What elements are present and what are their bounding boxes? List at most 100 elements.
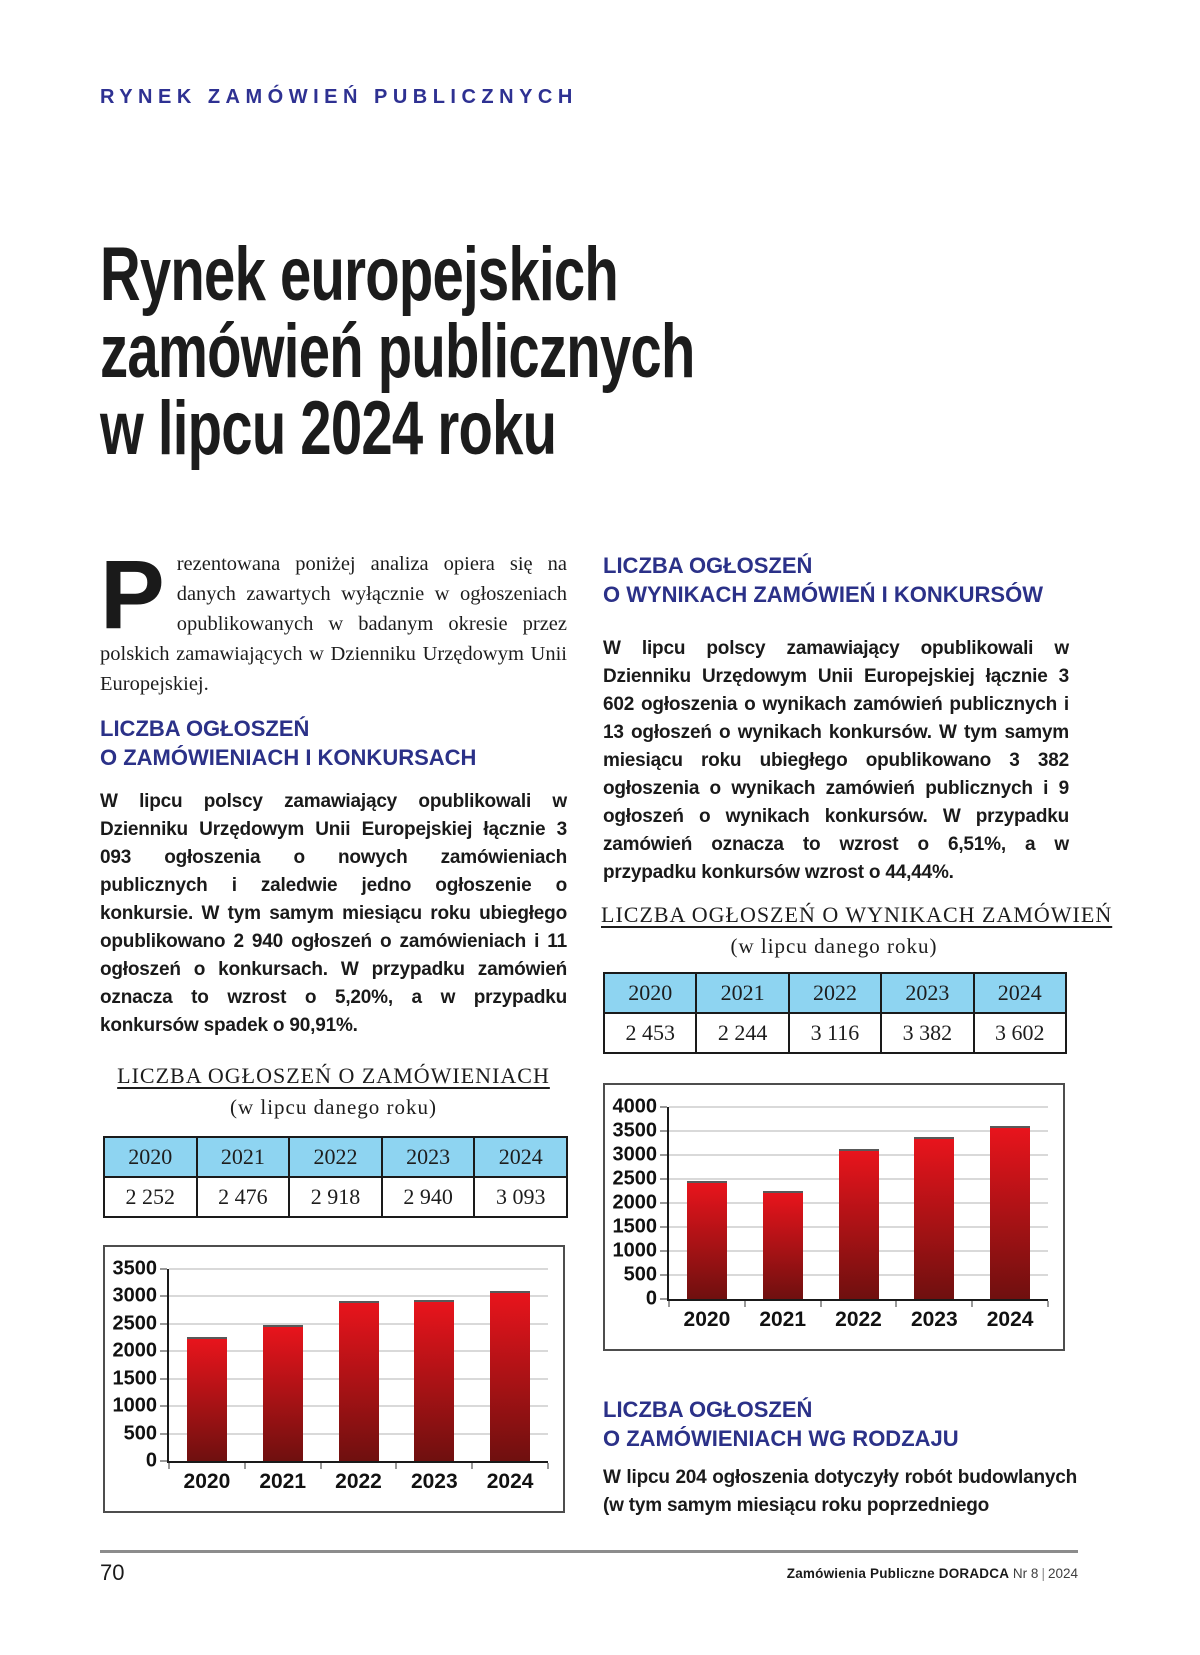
y-axis-tick (660, 1298, 667, 1300)
section-body-wg-rodzaju: W lipcu 204 ogłoszenia dotyczyły robót b… (603, 1467, 1077, 1516)
year-cell: 2020 (103, 1136, 198, 1178)
y-axis-label: 0 (145, 1449, 157, 1472)
table-value-row: 2 453 2 244 3 116 3 382 3 602 (602, 1012, 1068, 1054)
y-axis-tick (660, 1274, 667, 1276)
y-axis-label: 2000 (612, 1191, 658, 1214)
y-axis-tick (160, 1433, 167, 1435)
value-cell: 2 244 (695, 1012, 790, 1054)
y-axis-label: 3500 (612, 1119, 658, 1142)
section-heading-line: O ZAMÓWIENIACH I KONKURSACH (100, 745, 477, 770)
table-subtitle-zamowienia: (w lipcu danego roku) (229, 1095, 438, 1119)
y-axis-tick (160, 1350, 167, 1352)
y-axis-tick (660, 1226, 667, 1228)
gridline (669, 1106, 1048, 1108)
year-cell: 2023 (880, 972, 975, 1014)
y-axis-label: 1500 (612, 1215, 658, 1238)
value-cell: 3 382 (880, 1012, 975, 1054)
table-wyniki: 2020 2021 2022 2023 2024 2 453 2 244 3 1… (602, 972, 1068, 1054)
y-axis-tick (160, 1378, 167, 1380)
year-cell: 2021 (195, 1136, 291, 1178)
bar-2024 (490, 1291, 531, 1461)
footer-rule (100, 1550, 1078, 1553)
plot-area: 0 500 1000 1500 2000 2500 3000 3500 4000 2020 2021… (613, 1096, 1049, 1331)
y-axis-label: 3500 (112, 1257, 158, 1280)
article-title-line-3: w lipcu 2024 roku (100, 386, 557, 471)
y-axis-tick (160, 1405, 167, 1407)
y-axis-label: 0 (645, 1287, 657, 1310)
article-title: Rynek europejskich zamówień publicznych … (100, 236, 695, 467)
y-axis-tick (160, 1460, 167, 1462)
y-axis-label: 4000 (612, 1095, 658, 1118)
issue-number: Nr 8 (1012, 1566, 1039, 1581)
value-cell: 2 940 (380, 1176, 476, 1218)
table-subtitle-wyniki: (w lipcu danego roku) (730, 934, 938, 958)
section-heading-zamowienia-konkursy: LICZBA OGŁOSZEŃ O ZAMÓWIENIACH I KONKURS… (100, 714, 567, 772)
x-axis-tick (895, 1301, 897, 1307)
bar-2023 (414, 1299, 455, 1461)
bar-chart-wyniki: 0 500 1000 1500 2000 2500 3000 3500 4000 2020 2021… (603, 1083, 1065, 1351)
table-header-row: 2020 2021 2022 2023 2024 (602, 972, 1068, 1014)
bar-chart-zamowienia: 0 500 1000 1500 2000 2500 3000 3500 2020 2021 2022… (103, 1245, 565, 1513)
x-axis-tick (244, 1463, 246, 1469)
y-axis-tick (160, 1268, 167, 1270)
section-heading-line: LICZBA OGŁOSZEŃ (603, 1397, 813, 1422)
y-axis-tick (160, 1323, 167, 1325)
drop-cap: P (100, 540, 165, 649)
y-axis-label: 500 (623, 1263, 657, 1286)
x-axis-label: 2021 (759, 1308, 807, 1331)
section-heading-line: LICZBA OGŁOSZEŃ (603, 553, 813, 578)
y-axis-tick (660, 1154, 667, 1156)
year-cell: 2024 (972, 972, 1068, 1014)
table-header-row: 2020 2021 2022 2023 2024 (103, 1136, 568, 1178)
table-title-wyniki: LICZBA OGŁOSZEŃ O WYNIKACH ZAMÓWIEŃ (601, 902, 1113, 927)
x-axis-tick (1047, 1301, 1049, 1307)
table-zamowienia: 2020 2021 2022 2023 2024 2 252 2 476 2 9… (103, 1136, 568, 1218)
section-heading-wg-rodzaju: LICZBA OGŁOSZEŃ O ZAMÓWIENIACH WG RODZAJ… (603, 1395, 1083, 1453)
gridline (669, 1130, 1048, 1132)
y-axis-tick (660, 1106, 667, 1108)
x-axis-tick (547, 1463, 549, 1469)
issue-separator: | (1041, 1566, 1045, 1581)
x-axis-tick (471, 1463, 473, 1469)
gridline (169, 1295, 548, 1297)
value-cell: 2 252 (103, 1176, 198, 1218)
x-axis-label: 2024 (986, 1308, 1034, 1331)
y-axis-label: 1000 (112, 1394, 158, 1417)
x-axis-label: 2022 (335, 1470, 382, 1493)
x-axis-tick (744, 1301, 746, 1307)
x-axis-label: 2020 (683, 1308, 731, 1331)
intro-text: rezentowana poniżej analiza opiera się n… (100, 553, 567, 695)
article-title-line-2: zamówień publicznych (100, 309, 695, 394)
year-cell: 2022 (787, 972, 883, 1014)
y-axis-label: 500 (123, 1422, 157, 1445)
y-axis-label: 3000 (112, 1284, 158, 1307)
x-axis-label: 2023 (410, 1470, 458, 1493)
bar-2021 (262, 1325, 303, 1461)
x-axis-label: 2024 (486, 1470, 534, 1493)
issue-year: 2024 (1047, 1566, 1078, 1581)
x-axis-label: 2022 (835, 1308, 882, 1331)
bar-2021 (762, 1191, 803, 1299)
value-cell: 2 453 (602, 1012, 698, 1054)
x-axis-tick (395, 1463, 397, 1469)
gridline (169, 1268, 548, 1270)
x-axis-label: 2021 (259, 1470, 307, 1493)
bar-2023 (914, 1136, 955, 1299)
section-heading-wyniki: LICZBA OGŁOSZEŃ O WYNIKACH ZAMÓWIEŃ I KO… (603, 551, 1083, 609)
y-axis-tick (660, 1178, 667, 1180)
x-axis-tick (168, 1463, 170, 1469)
table-title-zamowienia: LICZBA OGŁOSZEŃ O ZAMÓWIENIACH (117, 1063, 550, 1088)
year-cell: 2020 (602, 972, 698, 1014)
y-axis-tick (160, 1295, 167, 1297)
y-axis-label: 2000 (112, 1339, 158, 1362)
plot-area: 0 500 1000 1500 2000 2500 3000 3500 2020 2021 2022… (113, 1258, 549, 1493)
section-body-wyniki: W lipcu polscy zamawiający opublikowali … (603, 638, 1069, 883)
section-body-zamowienia-konkursy: W lipcu polscy zamawiający opublikowali … (100, 791, 567, 1036)
table-value-row: 2 252 2 476 2 918 2 940 3 093 (103, 1176, 568, 1218)
y-axis-tick (660, 1202, 667, 1204)
y-axis-label: 2500 (612, 1167, 658, 1190)
x-axis-label: 2023 (910, 1308, 958, 1331)
section-heading-line: O ZAMÓWIENIACH WG RODZAJU (603, 1426, 959, 1451)
x-axis-tick (971, 1301, 973, 1307)
